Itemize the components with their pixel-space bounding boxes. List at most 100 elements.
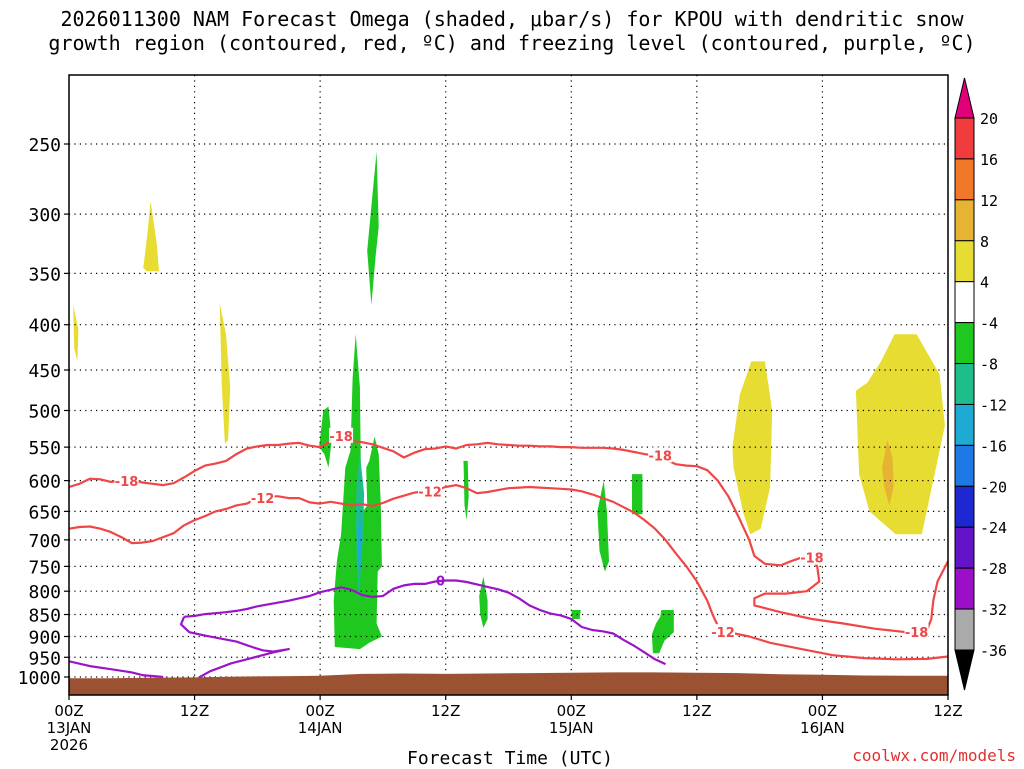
colorbar-top-arrow	[954, 77, 975, 119]
colorbar-box-9	[954, 485, 975, 528]
colorbar-label: -8	[980, 356, 998, 374]
contour-line-0-3	[184, 579, 666, 666]
x-tick-label-0-2: 2026	[50, 736, 88, 754]
x-tick-label-24-1: 14JAN	[298, 719, 343, 737]
colorbar-label: -32	[980, 601, 1007, 619]
plot-frame	[68, 74, 949, 696]
contour-line-0-2	[69, 660, 164, 679]
contour-label-bg	[329, 427, 354, 443]
plot-area: -18-18-18-18-18-12 -12-120	[69, 75, 948, 695]
colorbar-box-12	[954, 608, 975, 651]
contour-line-m12-1	[69, 484, 948, 661]
y-tick-label-1000: 1000	[18, 668, 61, 689]
y-tick-label-750: 750	[28, 557, 61, 578]
x-tick-label-24-0: 00Z	[305, 702, 334, 720]
y-tick-label-700: 700	[28, 531, 61, 552]
contour-label--18: -18	[329, 430, 353, 445]
colorbar-box-2	[954, 199, 975, 242]
x-axis-label: Forecast Time (UTC)	[407, 748, 613, 769]
y-tick-label-850: 850	[28, 606, 61, 627]
contour-label-bg	[418, 483, 443, 499]
colorbar-label: -16	[980, 437, 1007, 455]
y-tick-label-250: 250	[28, 135, 61, 156]
x-tick-label-0-1: 13JAN	[47, 719, 92, 737]
contour-label--18: -18	[800, 552, 824, 567]
colorbar-label: 8	[980, 233, 989, 251]
colorbar-label: -20	[980, 478, 1007, 496]
contour-label-bg	[250, 490, 275, 506]
colorbar-box-0	[954, 117, 975, 160]
contour-label-bg	[114, 473, 139, 489]
colorbar-label: 12	[980, 192, 998, 210]
omega-region-11	[463, 460, 469, 521]
y-tick-label-550: 550	[28, 438, 61, 459]
y-tick-label-350: 350	[28, 264, 61, 285]
colorbar-box-4	[954, 281, 975, 324]
colorbar-label: -28	[980, 560, 1007, 578]
omega-region-1	[143, 201, 159, 272]
colorbar-box-1	[954, 158, 975, 201]
contour-label-bg	[904, 624, 929, 640]
chart-title-line2: growth region (contoured, red, ºC) and f…	[48, 31, 976, 55]
colorbar-box-8	[954, 444, 975, 487]
y-tick-label-900: 900	[28, 627, 61, 648]
omega-region-10	[357, 517, 362, 577]
omega-region-16	[651, 610, 674, 654]
colorbar-label: 4	[980, 274, 989, 292]
contour-label--12: -12	[418, 485, 442, 500]
omega-region-0	[73, 305, 79, 362]
y-tick-label-950: 950	[28, 648, 61, 669]
x-tick-label-84-0: 12Z	[933, 702, 962, 720]
x-tick-label-48-1: 15JAN	[549, 719, 594, 737]
x-tick-label-72-0: 00Z	[808, 702, 837, 720]
x-tick-label-12-0: 12Z	[180, 702, 209, 720]
omega-region-6	[319, 406, 332, 468]
y-tick-label-500: 500	[28, 402, 61, 423]
omega-region-5	[882, 440, 894, 506]
y-tick-label-400: 400	[28, 316, 61, 337]
colorbar: 20 16 12 8 4 -4 -8 -12 -16 -20 -24 -28 -32 -36	[954, 77, 1007, 691]
colorbar-box-3	[954, 240, 975, 283]
site-credit[interactable]: coolwx.com/models	[852, 746, 1016, 765]
omega-region-15	[632, 474, 643, 515]
x-tick-label-72-1: 16JAN	[800, 719, 845, 737]
y-tick-label-450: 450	[28, 361, 61, 382]
colorbar-bottom-arrow	[954, 649, 975, 691]
colorbar-box-10	[954, 526, 975, 569]
omega-region-3	[732, 361, 773, 535]
colorbar-label: -12	[980, 396, 1007, 414]
omega-region-4	[855, 334, 945, 535]
colorbar-label: -24	[980, 519, 1007, 537]
colorbar-box-5	[954, 322, 975, 365]
y-tick-label-300: 300	[28, 205, 61, 226]
y-tick-label-800: 800	[28, 582, 61, 603]
omega-region-13	[571, 610, 581, 619]
terrain-fill	[69, 672, 948, 695]
contour-label--12: -12	[251, 492, 275, 507]
omega-region-2	[219, 303, 231, 444]
contour-label--12: -12	[711, 626, 735, 641]
omega-region-7	[367, 151, 379, 305]
colorbar-label: 20	[980, 110, 998, 128]
contour-label-bg	[711, 624, 736, 640]
x-tick-label-60-0: 12Z	[682, 702, 711, 720]
omega-region-14	[597, 480, 609, 572]
colorbar-box-11	[954, 567, 975, 610]
y-tick-label-650: 650	[28, 502, 61, 523]
colorbar-box-6	[954, 363, 975, 405]
colorbar-box-7	[954, 403, 975, 446]
contour-label--18: -18	[648, 449, 672, 464]
contour-label--18: -18	[115, 475, 139, 490]
x-tick-label-36-0: 12Z	[431, 702, 460, 720]
colorbar-label: -4	[980, 315, 998, 333]
x-tick-label-48-0: 00Z	[557, 702, 586, 720]
x-tick-label-0-0: 00Z	[54, 702, 83, 720]
colorbar-label: -36	[980, 642, 1007, 660]
y-tick-label-600: 600	[28, 472, 61, 493]
colorbar-label: 16	[980, 151, 998, 169]
contour-label-bg	[799, 549, 824, 565]
contour-label-bg	[648, 447, 673, 463]
contour-line-0-4	[179, 616, 290, 678]
contour-line-m18-0	[69, 437, 948, 634]
